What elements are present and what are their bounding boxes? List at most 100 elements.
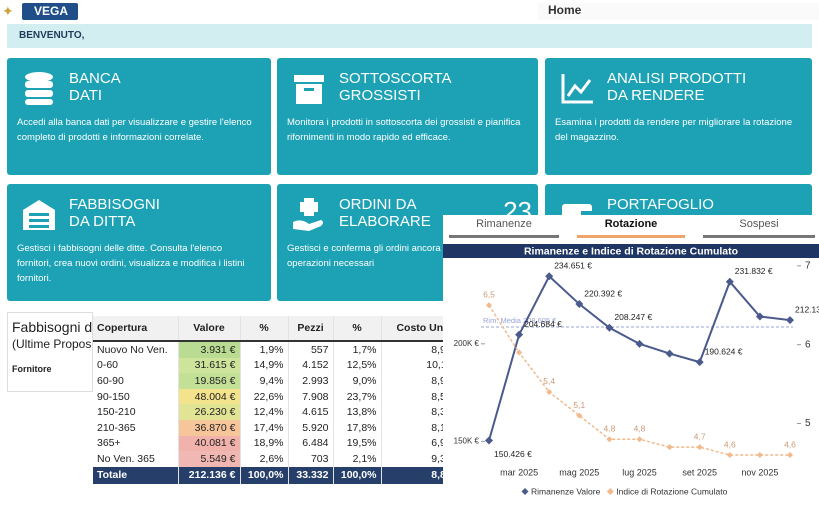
table-cell: 6,93 € <box>381 435 443 452</box>
table-cell: 210-365 <box>93 419 179 436</box>
data-label: 220.392 € <box>584 288 622 298</box>
tab[interactable]: Rotazione <box>577 218 685 238</box>
point <box>605 323 614 332</box>
y-tick-label: 150K € <box>454 436 480 445</box>
tile-title: ORDINI DA ELABORARE <box>339 196 431 230</box>
tile-title-line: DA RENDERE <box>607 87 705 104</box>
tile[interactable]: BANCA DATI Accedi alla banca dati per visu… <box>7 58 271 175</box>
point <box>787 452 793 458</box>
panel-subtitle: (Ultime Propos <box>12 337 92 351</box>
table-cell: 2.993 <box>288 373 334 389</box>
table-cell: 9,4% <box>240 373 289 389</box>
tile-icon <box>293 198 323 231</box>
data-label: 5,4 <box>543 376 555 386</box>
tile[interactable]: ANALISI PRODOTTI DA RENDERE Esamina i prod… <box>545 58 812 175</box>
logo[interactable]: VEGA <box>22 3 78 20</box>
tile-title-line: BANCA <box>69 70 121 87</box>
tile-title: BANCA DATI <box>69 70 121 104</box>
point <box>665 349 674 358</box>
table-cell: 7.908 <box>288 388 334 405</box>
table-cell: 1,7% <box>333 341 382 358</box>
point <box>606 436 613 443</box>
column-header[interactable]: Valore <box>178 316 241 342</box>
panel-title: Fabbisogni d <box>12 319 93 335</box>
table-cell: 8,18 € <box>381 419 443 436</box>
y-tick-label: 200K € <box>454 339 480 348</box>
total-cell: 212.136 € <box>178 466 241 484</box>
point <box>545 272 554 281</box>
table-cell: 9,33 € <box>381 451 443 467</box>
data-label: 208.247 € <box>614 312 652 322</box>
data-label: 4,8 <box>603 423 615 433</box>
y2-tick-label: 6 <box>805 339 811 350</box>
tile-icon <box>25 72 53 105</box>
legend-label: Rimanenze Valore <box>531 486 601 496</box>
table-cell: 60-90 <box>93 373 179 389</box>
table-cell: 14,9% <box>240 357 289 374</box>
point <box>516 349 523 356</box>
table-cell: 2,6% <box>240 451 289 467</box>
x-tick-label: set 2025 <box>682 467 717 477</box>
table-cell: 10,11 € <box>381 357 443 374</box>
tile-icon <box>294 75 324 104</box>
legend-marker <box>606 488 614 495</box>
table-cell: 48.004 € <box>178 388 241 405</box>
left-panel: Fabbisogni d (Ultime Propos Fornitore <box>7 312 93 392</box>
tile-title-line: PORTAFOGLIO <box>607 196 714 213</box>
data-label: 212.136 € <box>795 304 819 314</box>
column-header[interactable]: % <box>240 316 289 342</box>
point <box>725 277 734 286</box>
point <box>546 388 553 395</box>
table-cell: 13,8% <box>333 404 382 420</box>
column-header[interactable]: % <box>333 316 382 342</box>
x-tick-label: mag 2025 <box>559 467 599 477</box>
table-cell: 3.931 € <box>178 341 241 358</box>
tile-description: Esamina i prodotti da rendere per miglio… <box>555 117 793 143</box>
series-line <box>488 274 791 441</box>
point <box>666 444 673 451</box>
chart-title-bar <box>443 244 819 258</box>
table-cell: 557 <box>288 341 334 358</box>
legend-label: Indice di Rotazione Cumulato <box>616 486 727 496</box>
tile-description: Accedi alla banca dati per visualizzare … <box>17 117 252 143</box>
table-cell: 31.615 € <box>178 357 241 374</box>
data-label: 4,7 <box>694 431 706 441</box>
tile-description: Gestisci i fabbisogni delle ditte. Consu… <box>17 243 245 284</box>
column-header[interactable]: Copertura <box>93 316 179 342</box>
table-cell: 23,7% <box>333 388 382 405</box>
x-tick-label: lug 2025 <box>622 467 657 477</box>
point <box>635 339 644 348</box>
tile-title-line: SOTTOSCORTA <box>339 70 452 87</box>
tile[interactable]: FABBISOGNI DA DITTA Gestisci i fabbisogni … <box>7 184 271 301</box>
point <box>695 358 704 367</box>
average-label: Rim. Media 208.605 € <box>483 316 557 325</box>
table-cell: 4.152 <box>288 357 334 374</box>
tab[interactable]: Rimanenze <box>449 218 559 238</box>
table-cell: 17,8% <box>333 419 382 436</box>
chart-panel: Rimanenze e Indice di Rotazione Cumulato… <box>443 215 819 507</box>
tile-title-line: ANALISI PRODOTTI <box>607 70 747 87</box>
total-cell: 100,0% <box>240 466 289 484</box>
tile[interactable]: SOTTOSCORTA GROSSISTI Monitora i prodotti … <box>277 58 538 175</box>
point <box>756 452 763 458</box>
tab[interactable]: Sospesi <box>703 218 815 238</box>
data-label: 204.684 € <box>524 319 562 329</box>
table-cell: 150-210 <box>93 404 179 420</box>
point <box>636 436 643 443</box>
total-cell: 8,89 € <box>381 466 443 484</box>
point <box>696 444 703 451</box>
chart-title: Rimanenze e Indice di Rotazione Cumulato <box>524 245 738 257</box>
data-label: 234.651 € <box>554 260 592 270</box>
column-header[interactable]: Costo Unit <box>381 316 443 342</box>
x-tick-label: mar 2025 <box>500 467 538 477</box>
tile-title-line: ORDINI DA <box>339 196 417 213</box>
table-cell: 5.549 € <box>178 451 241 467</box>
column-header[interactable]: Pezzi <box>288 316 334 342</box>
table-cell: 8,35 € <box>381 404 443 420</box>
legend-marker <box>521 488 529 495</box>
total-cell: Totale <box>93 466 179 484</box>
